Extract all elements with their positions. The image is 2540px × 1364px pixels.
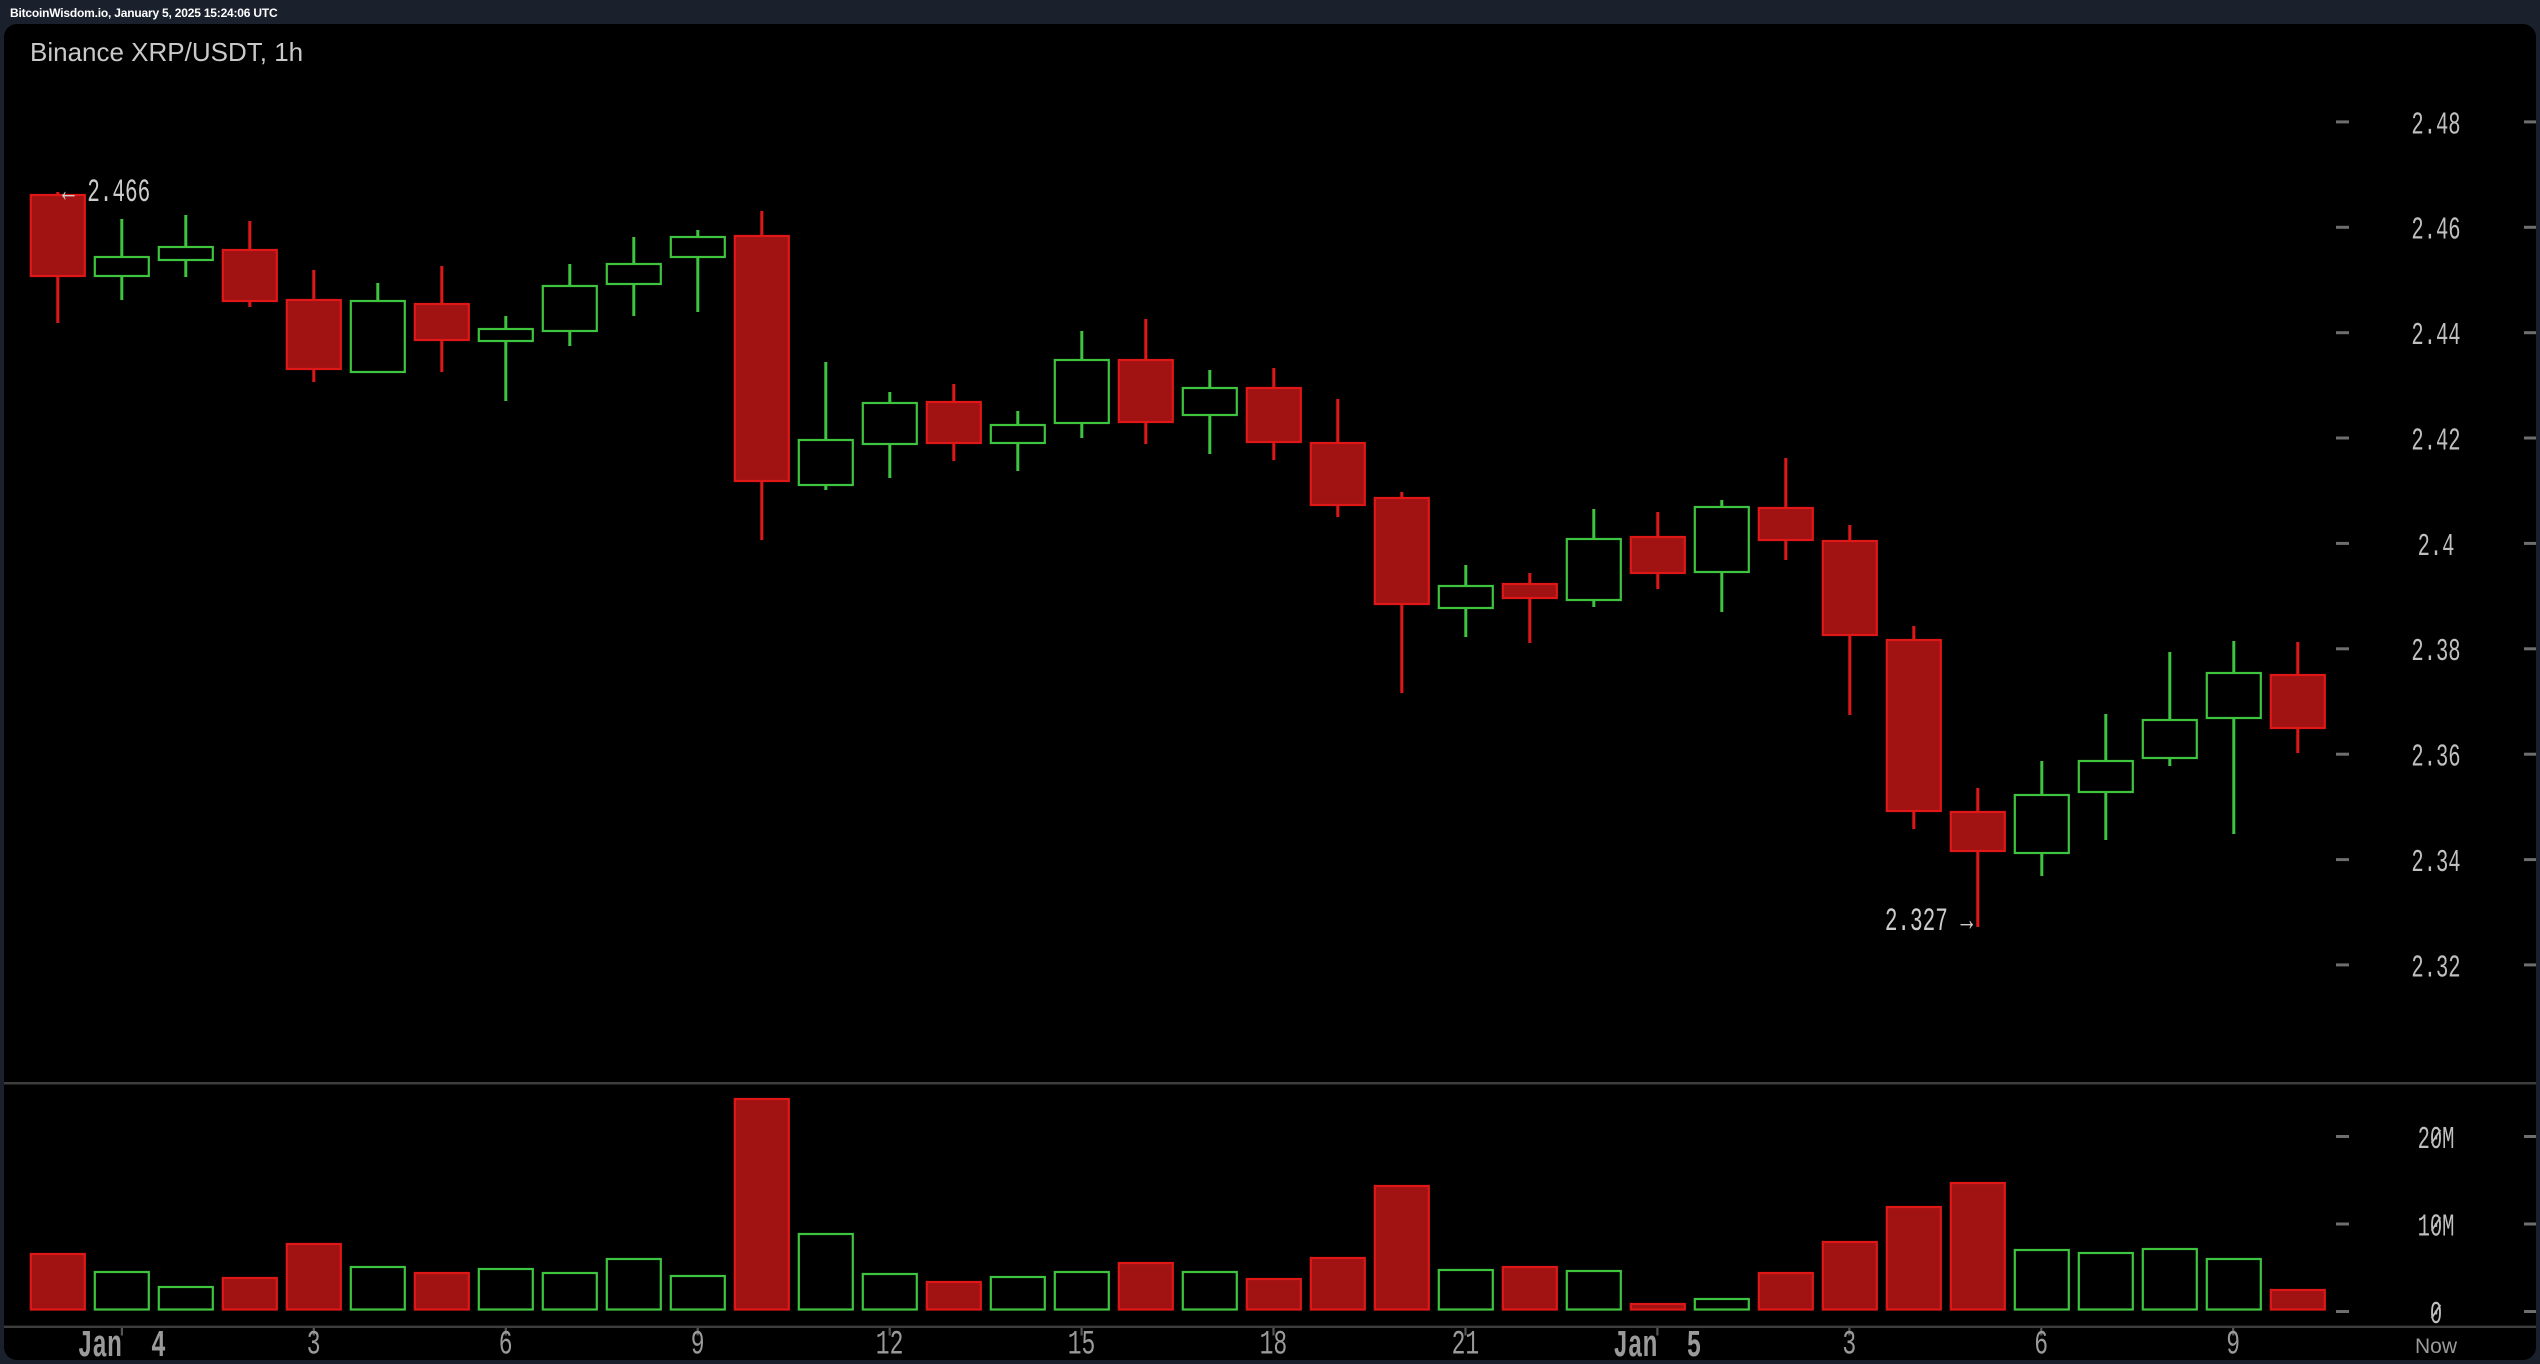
svg-text:2.44: 2.44: [2411, 319, 2460, 355]
svg-text:2.48: 2.48: [2411, 108, 2460, 144]
svg-text:21: 21: [1452, 1325, 1480, 1364]
svg-text:6: 6: [2034, 1325, 2048, 1364]
svg-text:2.4: 2.4: [2418, 530, 2455, 566]
svg-text:2.38: 2.38: [2411, 635, 2460, 671]
svg-text:10M: 10M: [2418, 1210, 2455, 1246]
svg-text:Jan 5: Jan 5: [1613, 1324, 1701, 1364]
svg-text:0: 0: [2430, 1298, 2442, 1334]
svg-text:2.36: 2.36: [2411, 741, 2460, 777]
svg-text:2.327 →: 2.327 →: [1885, 904, 1974, 941]
svg-text:Binance XRP/USDT, 1h: Binance XRP/USDT, 1h: [30, 37, 303, 67]
svg-text:Jan 4: Jan 4: [78, 1324, 166, 1364]
svg-text:3: 3: [1842, 1325, 1856, 1364]
svg-text:3: 3: [307, 1325, 321, 1364]
svg-text:Now: Now: [2415, 1335, 2458, 1358]
svg-text:12: 12: [876, 1325, 904, 1364]
svg-text:18: 18: [1260, 1325, 1288, 1364]
svg-text:9: 9: [691, 1325, 705, 1364]
svg-text:6: 6: [499, 1325, 513, 1364]
svg-text:2.46: 2.46: [2411, 214, 2460, 250]
svg-text:15: 15: [1068, 1325, 1096, 1364]
svg-text:2.34: 2.34: [2411, 846, 2460, 882]
svg-text:2.42: 2.42: [2411, 424, 2460, 460]
svg-text:20M: 20M: [2418, 1123, 2455, 1159]
svg-text:9: 9: [2226, 1325, 2240, 1364]
svg-text:← 2.466: ← 2.466: [62, 175, 150, 212]
svg-text:BitcoinWisdom.io, January 5, 2: BitcoinWisdom.io, January 5, 2025 15:24:…: [10, 6, 278, 20]
svg-text:2.32: 2.32: [2411, 951, 2460, 987]
